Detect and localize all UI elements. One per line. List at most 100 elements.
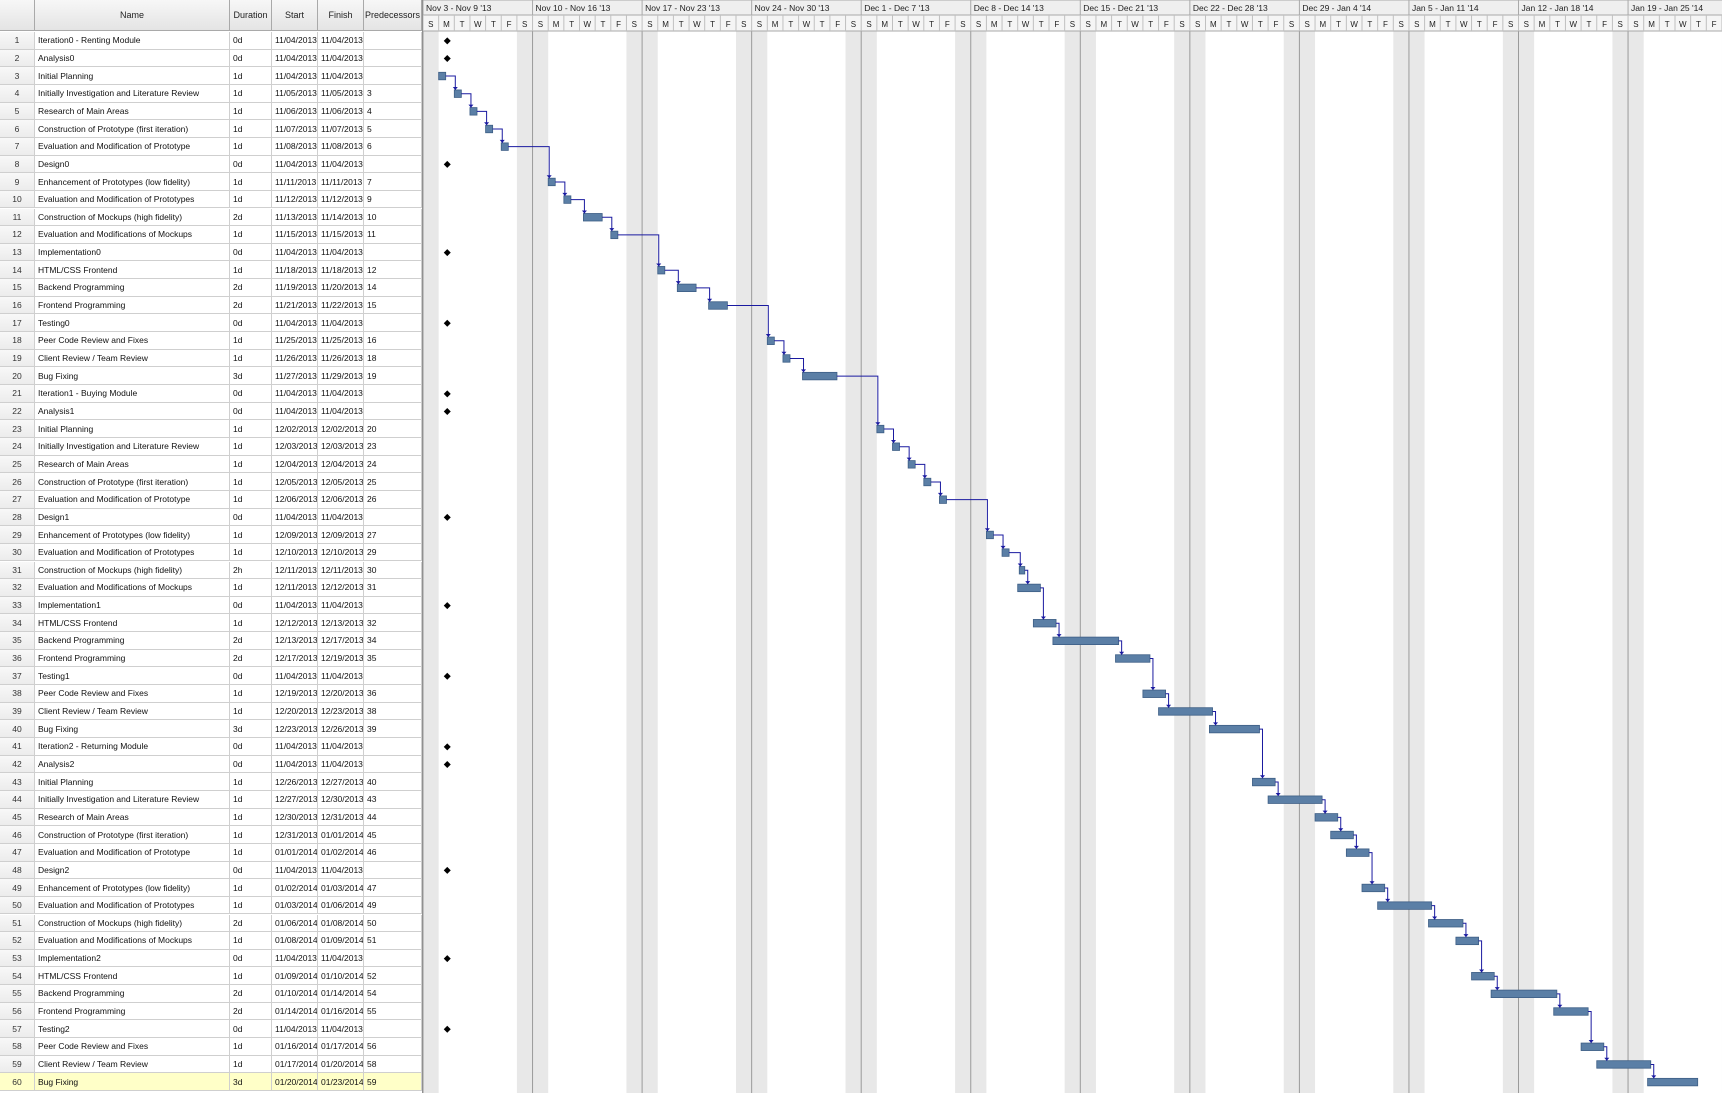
task-id[interactable]: 23 <box>0 420 35 438</box>
table-row[interactable]: 41 Iteration2 - Returning Module 0d 11/04/2… <box>0 738 422 756</box>
task-id[interactable]: 43 <box>0 773 35 791</box>
table-row[interactable]: 32 Evaluation and Modifications of Mockup… <box>0 579 422 597</box>
task-id[interactable]: 7 <box>0 137 35 156</box>
table-row[interactable]: 16 Frontend Programming 2d 11/21/2013 11/22/… <box>0 296 422 315</box>
task-id[interactable]: 39 <box>0 702 35 721</box>
table-row[interactable]: 7 Evaluation and Modification of Prototyp… <box>0 137 422 156</box>
table-row[interactable]: 40 Bug Fixing 3d 12/23/2013 12/26/2013 39 <box>0 720 422 738</box>
task-id[interactable]: 56 <box>0 1002 35 1021</box>
task-id[interactable]: 48 <box>0 861 35 880</box>
task-id[interactable]: 52 <box>0 932 35 950</box>
table-row[interactable]: 38 Peer Code Review and Fixes 1d 12/19/2013… <box>0 685 422 703</box>
task-id[interactable]: 21 <box>0 385 35 403</box>
table-row[interactable]: 36 Frontend Programming 2d 12/17/2013 12/19/… <box>0 649 422 668</box>
table-row[interactable]: 2 Analysis0 0d 11/04/2013 11/04/2013 <box>0 49 422 68</box>
table-row[interactable]: 34 HTML/CSS Frontend 1d 12/12/2013 12/13/201… <box>0 614 422 633</box>
task-id[interactable]: 15 <box>0 279 35 297</box>
task-id[interactable]: 60 <box>0 1073 35 1091</box>
table-row[interactable]: 33 Implementation1 0d 11/04/2013 11/04/2013 <box>0 596 422 615</box>
column-header-name[interactable]: Name <box>35 0 230 31</box>
column-header-finish[interactable]: Finish <box>318 0 364 31</box>
task-id[interactable]: 8 <box>0 155 35 174</box>
task-id[interactable]: 11 <box>0 208 35 227</box>
task-id[interactable]: 24 <box>0 437 35 456</box>
table-row[interactable]: 14 HTML/CSS Frontend 1d 11/18/2013 11/18/201… <box>0 261 422 280</box>
task-id[interactable]: 29 <box>0 526 35 544</box>
task-id[interactable]: 1 <box>0 32 35 50</box>
task-id[interactable]: 42 <box>0 755 35 774</box>
table-row[interactable]: 60 Bug Fixing 3d 01/20/2014 01/23/2014 59 <box>0 1073 422 1091</box>
task-id[interactable]: 55 <box>0 985 35 1003</box>
table-row[interactable]: 3 Initial Planning 1d 11/04/2013 11/04/2013 <box>0 67 422 85</box>
task-id[interactable]: 19 <box>0 349 35 368</box>
table-row[interactable]: 45 Research of Main Areas 1d 12/30/2013 12/3… <box>0 808 422 827</box>
table-row[interactable]: 5 Research of Main Areas 1d 11/06/2013 11/06… <box>0 102 422 121</box>
table-row[interactable]: 17 Testing0 0d 11/04/2013 11/04/2013 <box>0 314 422 333</box>
table-row[interactable]: 31 Construction of Mockups (high fidelity… <box>0 561 422 580</box>
table-row[interactable]: 30 Evaluation and Modification of Prototy… <box>0 543 422 562</box>
table-row[interactable]: 55 Backend Programming 2d 01/10/2014 01/14/2… <box>0 985 422 1003</box>
table-row[interactable]: 43 Initial Planning 1d 12/26/2013 12/27/2013… <box>0 773 422 791</box>
table-row[interactable]: 44 Initially Investigation and Literature… <box>0 790 422 809</box>
task-id[interactable]: 51 <box>0 914 35 933</box>
table-row[interactable]: 19 Client Review / Team Review 1d 11/26/201… <box>0 349 422 368</box>
task-id[interactable]: 13 <box>0 243 35 262</box>
table-row[interactable]: 39 Client Review / Team Review 1d 12/20/201… <box>0 702 422 721</box>
table-row[interactable]: 1 Iteration0 - Renting Module 0d 11/04/2013… <box>0 32 422 50</box>
task-id[interactable]: 44 <box>0 790 35 809</box>
task-id[interactable]: 32 <box>0 579 35 597</box>
table-row[interactable]: 18 Peer Code Review and Fixes 1d 11/25/2013… <box>0 332 422 350</box>
task-id[interactable]: 31 <box>0 561 35 580</box>
task-id[interactable]: 27 <box>0 490 35 509</box>
table-row[interactable]: 29 Enhancement of Prototypes (low fidelit… <box>0 526 422 544</box>
task-id[interactable]: 41 <box>0 738 35 756</box>
table-row[interactable]: 42 Analysis2 0d 11/04/2013 11/04/2013 <box>0 755 422 774</box>
table-row[interactable]: 4 Initially Investigation and Literature … <box>0 84 422 103</box>
task-id[interactable]: 20 <box>0 367 35 385</box>
task-id[interactable]: 38 <box>0 685 35 703</box>
table-row[interactable]: 11 Construction of Mockups (high fidelity… <box>0 208 422 227</box>
task-id[interactable]: 40 <box>0 720 35 738</box>
table-row[interactable]: 6 Construction of Prototype (first iterat… <box>0 120 422 138</box>
task-id[interactable]: 37 <box>0 667 35 686</box>
task-id[interactable]: 9 <box>0 173 35 191</box>
task-id[interactable]: 36 <box>0 649 35 668</box>
task-id[interactable]: 57 <box>0 1020 35 1039</box>
task-id[interactable]: 17 <box>0 314 35 333</box>
task-id[interactable]: 49 <box>0 879 35 897</box>
task-id[interactable]: 45 <box>0 808 35 827</box>
table-row[interactable]: 59 Client Review / Team Review 1d 01/17/201… <box>0 1055 422 1074</box>
table-row[interactable]: 49 Enhancement of Prototypes (low fidelit… <box>0 879 422 897</box>
table-row[interactable]: 53 Implementation2 0d 11/04/2013 11/04/2013 <box>0 949 422 968</box>
task-id[interactable]: 16 <box>0 296 35 315</box>
table-row[interactable]: 21 Iteration1 - Buying Module 0d 11/04/2013… <box>0 385 422 403</box>
task-id[interactable]: 33 <box>0 596 35 615</box>
task-id[interactable]: 2 <box>0 49 35 68</box>
task-id[interactable]: 14 <box>0 261 35 280</box>
table-row[interactable]: 10 Evaluation and Modification of Prototy… <box>0 190 422 209</box>
table-row[interactable]: 23 Initial Planning 1d 12/02/2013 12/02/2013… <box>0 420 422 438</box>
task-id[interactable]: 59 <box>0 1055 35 1074</box>
task-id[interactable]: 26 <box>0 473 35 491</box>
table-row[interactable]: 56 Frontend Programming 2d 01/14/2014 01/16/… <box>0 1002 422 1021</box>
task-id[interactable]: 50 <box>0 896 35 915</box>
table-row[interactable]: 27 Evaluation and Modification of Prototy… <box>0 490 422 509</box>
table-row[interactable]: 8 Design0 0d 11/04/2013 11/04/2013 <box>0 155 422 174</box>
table-row[interactable]: 48 Design2 0d 11/04/2013 11/04/2013 <box>0 861 422 880</box>
task-id[interactable]: 4 <box>0 84 35 103</box>
task-id[interactable]: 10 <box>0 190 35 209</box>
table-row[interactable]: 26 Construction of Prototype (first itera… <box>0 473 422 491</box>
table-row[interactable]: 9 Enhancement of Prototypes (low fidelity… <box>0 173 422 191</box>
task-id[interactable]: 58 <box>0 1038 35 1056</box>
task-id[interactable]: 12 <box>0 226 35 244</box>
table-row[interactable]: 57 Testing2 0d 11/04/2013 11/04/2013 <box>0 1020 422 1039</box>
table-row[interactable]: 13 Implementation0 0d 11/04/2013 11/04/2013 <box>0 243 422 262</box>
task-id[interactable]: 35 <box>0 632 35 650</box>
table-row[interactable]: 28 Design1 0d 11/04/2013 11/04/2013 <box>0 508 422 527</box>
column-header-predecessors[interactable]: Predecessors <box>364 0 422 31</box>
column-header-duration[interactable]: Duration <box>230 0 272 31</box>
table-row[interactable]: 47 Evaluation and Modification of Prototy… <box>0 843 422 862</box>
table-row[interactable]: 46 Construction of Prototype (first itera… <box>0 826 422 844</box>
task-id[interactable]: 5 <box>0 102 35 121</box>
task-id[interactable]: 30 <box>0 543 35 562</box>
